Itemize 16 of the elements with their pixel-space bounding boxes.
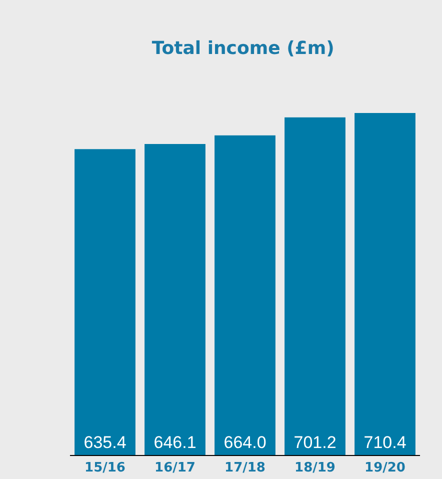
data-label: 701.2 xyxy=(294,433,336,452)
chart-title: Total income (£m) xyxy=(152,38,334,60)
bar xyxy=(74,149,136,455)
x-tick-label: 19/20 xyxy=(364,460,406,476)
bar xyxy=(144,144,206,455)
bar xyxy=(284,117,346,455)
data-label: 710.4 xyxy=(364,433,406,452)
x-tick-label: 15/16 xyxy=(84,460,126,476)
x-tick-label: 16/17 xyxy=(154,460,196,476)
x-tick-label: 17/18 xyxy=(224,460,266,476)
data-label: 635.4 xyxy=(84,433,126,452)
bar xyxy=(354,113,416,455)
data-label: 664.0 xyxy=(224,433,266,452)
x-tick-label: 18/19 xyxy=(294,460,336,476)
data-label: 646.1 xyxy=(154,433,196,452)
bar xyxy=(214,135,276,455)
